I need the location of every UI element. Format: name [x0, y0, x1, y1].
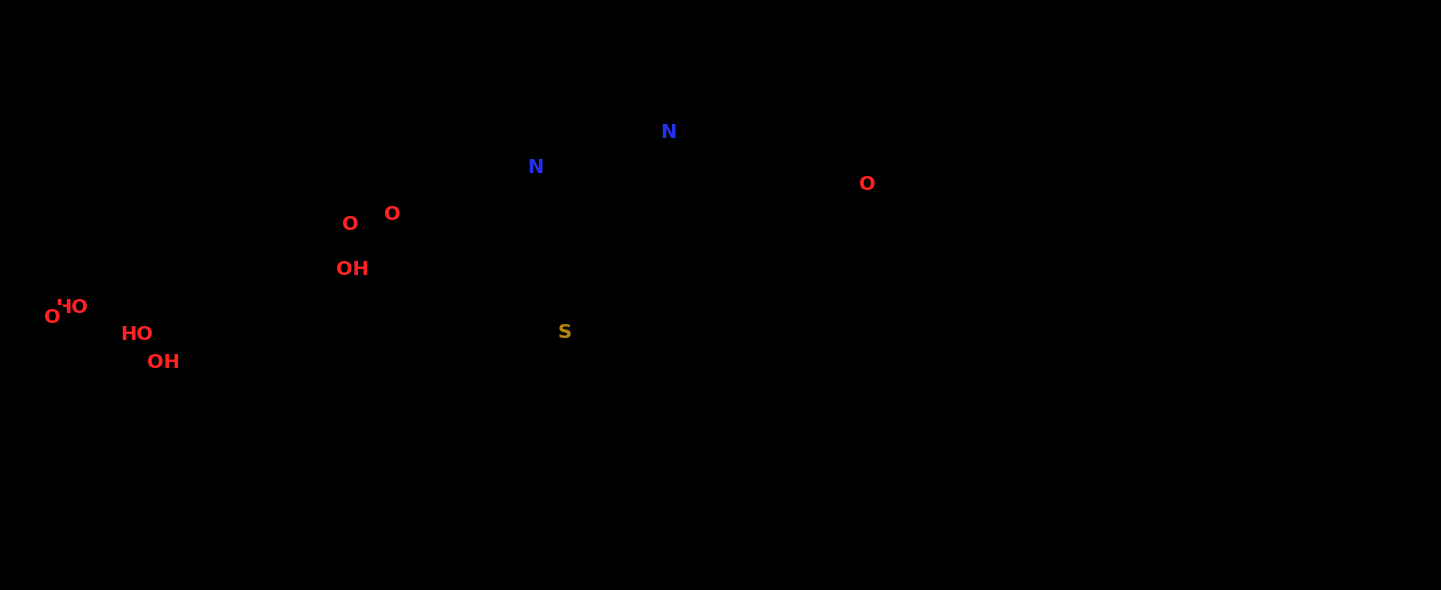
Text: O: O — [342, 215, 359, 234]
Text: N: N — [660, 123, 676, 142]
Text: S: S — [558, 323, 572, 342]
Text: O: O — [859, 175, 875, 195]
Text: N: N — [527, 158, 543, 176]
Text: O: O — [43, 308, 61, 327]
Text: OH: OH — [147, 353, 180, 372]
Text: O: O — [383, 205, 401, 224]
Text: HO: HO — [121, 326, 153, 345]
Text: OH: OH — [336, 260, 369, 279]
Text: HO: HO — [56, 298, 88, 317]
